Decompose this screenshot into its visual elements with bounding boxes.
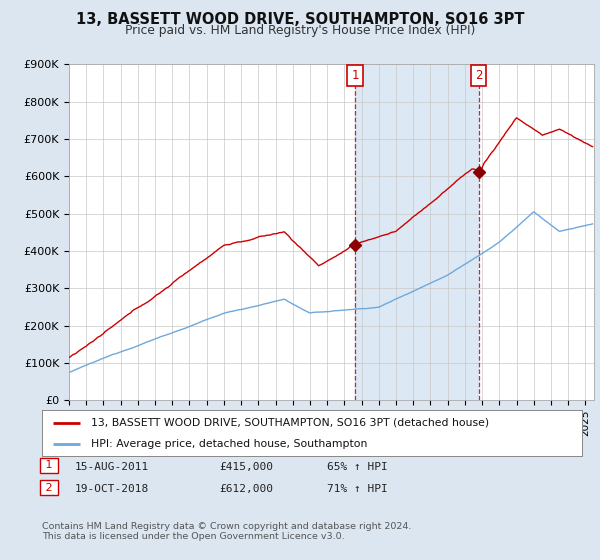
Text: 13, BASSETT WOOD DRIVE, SOUTHAMPTON, SO16 3PT: 13, BASSETT WOOD DRIVE, SOUTHAMPTON, SO1…: [76, 12, 524, 27]
Text: HPI: Average price, detached house, Southampton: HPI: Average price, detached house, Sout…: [91, 439, 367, 449]
Text: 1: 1: [352, 69, 359, 82]
Bar: [355, 64, 478, 400]
Text: 71% ↑ HPI: 71% ↑ HPI: [327, 484, 388, 494]
Text: 15-AUG-2011: 15-AUG-2011: [75, 462, 149, 472]
Text: £415,000: £415,000: [219, 462, 273, 472]
Text: 1: 1: [42, 460, 56, 470]
Text: 2: 2: [475, 69, 482, 82]
Text: £612,000: £612,000: [219, 484, 273, 494]
Text: 65% ↑ HPI: 65% ↑ HPI: [327, 462, 388, 472]
Text: 19-OCT-2018: 19-OCT-2018: [75, 484, 149, 494]
Text: 2: 2: [42, 483, 56, 493]
Text: Price paid vs. HM Land Registry's House Price Index (HPI): Price paid vs. HM Land Registry's House …: [125, 24, 475, 36]
Text: Contains HM Land Registry data © Crown copyright and database right 2024.
This d: Contains HM Land Registry data © Crown c…: [42, 522, 412, 542]
Text: 13, BASSETT WOOD DRIVE, SOUTHAMPTON, SO16 3PT (detached house): 13, BASSETT WOOD DRIVE, SOUTHAMPTON, SO1…: [91, 418, 489, 428]
